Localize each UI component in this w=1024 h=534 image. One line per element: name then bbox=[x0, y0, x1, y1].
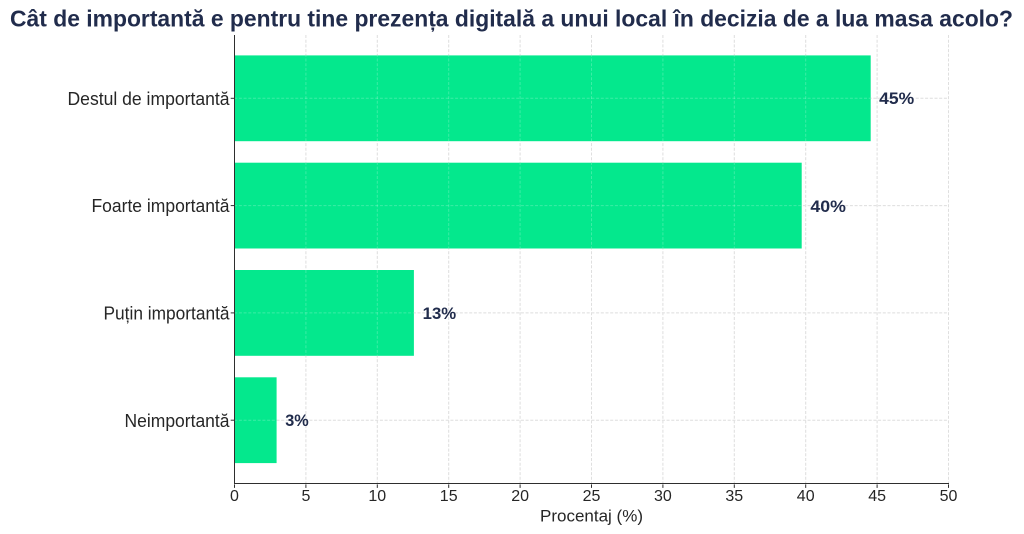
svg-text:25: 25 bbox=[583, 488, 601, 505]
svg-text:30: 30 bbox=[654, 488, 672, 505]
svg-text:50: 50 bbox=[940, 488, 958, 505]
svg-text:5: 5 bbox=[301, 488, 310, 505]
svg-text:40: 40 bbox=[797, 488, 815, 505]
svg-text:15: 15 bbox=[440, 488, 458, 505]
svg-text:0: 0 bbox=[230, 488, 239, 505]
svg-text:45: 45 bbox=[868, 488, 886, 505]
svg-text:Puțin importantă: Puțin importantă bbox=[104, 303, 231, 324]
svg-text:35: 35 bbox=[725, 488, 743, 505]
svg-text:Procentaj (%): Procentaj (%) bbox=[540, 507, 643, 526]
svg-text:Destul de importantă: Destul de importantă bbox=[68, 88, 231, 109]
svg-text:10: 10 bbox=[368, 488, 386, 505]
svg-text:Cât de importantă e pentru tin: Cât de importantă e pentru tine prezența… bbox=[10, 6, 1013, 33]
svg-text:Neimportantă: Neimportantă bbox=[125, 410, 231, 431]
svg-text:3%: 3% bbox=[285, 412, 309, 430]
svg-text:20: 20 bbox=[511, 488, 529, 505]
svg-text:Foarte importantă: Foarte importantă bbox=[92, 195, 231, 216]
svg-text:45%: 45% bbox=[879, 90, 914, 108]
svg-text:40%: 40% bbox=[810, 198, 846, 216]
svg-text:13%: 13% bbox=[423, 305, 457, 323]
